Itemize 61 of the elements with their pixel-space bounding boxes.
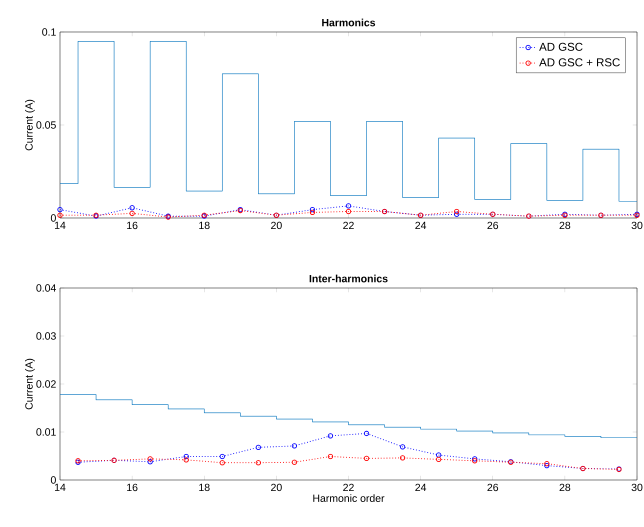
point [220, 454, 225, 460]
point [148, 456, 153, 462]
x-tick-label: 28 [560, 484, 570, 492]
point [256, 460, 261, 466]
x-tick-label: 16 [127, 222, 138, 230]
y-tick-label: 0 [50, 214, 56, 222]
y-tick-label: 0.01 [36, 428, 56, 436]
x-tick-label: 22 [343, 484, 354, 491]
y-axis-title: Current (A) [25, 100, 35, 150]
point [292, 443, 298, 449]
point [436, 452, 442, 458]
x-tick-label: 20 [271, 222, 282, 230]
y-tick-label: 0 [50, 476, 56, 484]
x-tick-label: 22 [343, 222, 354, 229]
y-tick-label: 0.02 [36, 380, 56, 388]
point [454, 208, 460, 214]
point [364, 456, 370, 462]
x-tick-label: 24 [415, 222, 426, 229]
x-tick-label: 18 [199, 222, 210, 230]
point [400, 455, 406, 461]
y-tick-label: 0.1 [42, 28, 56, 36]
point [346, 208, 352, 214]
x-tick-label: 20 [271, 484, 282, 492]
point [220, 460, 225, 466]
x-tick-label: 30 [632, 222, 642, 230]
point [129, 210, 135, 216]
legend-label: AD GSC + RSC [539, 58, 620, 66]
x-tick-label: 30 [632, 484, 642, 492]
x-tick-label: 14 [54, 222, 66, 229]
point [400, 444, 406, 450]
point [184, 457, 189, 462]
point [346, 203, 352, 209]
point [328, 433, 334, 438]
x-tick-label: 28 [560, 222, 570, 230]
x-tick-label: 18 [199, 484, 210, 492]
y-tick-label: 0.04 [36, 284, 56, 292]
x-tick-label: 26 [487, 484, 498, 492]
point [57, 206, 63, 212]
chart-title: Harmonics [322, 18, 376, 26]
x-tick-label: 26 [487, 222, 498, 230]
point [129, 205, 135, 210]
point [292, 460, 298, 465]
point [256, 444, 261, 450]
point [364, 430, 370, 436]
y-tick-label: 0.05 [36, 121, 56, 129]
point [310, 210, 316, 216]
x-axis-title: Harmonic order [313, 494, 384, 502]
point [454, 212, 460, 217]
chart-title: Inter-harmonics [310, 274, 388, 282]
legend-label: AD GSC [539, 42, 583, 51]
point [310, 206, 316, 212]
point [436, 456, 442, 462]
point [148, 459, 153, 464]
y-axis-title: Current (A) [25, 358, 35, 410]
x-tick-label: 14 [54, 484, 66, 491]
y-tick-label: 0.03 [36, 332, 56, 340]
point [184, 454, 189, 460]
point [57, 212, 63, 218]
point [328, 454, 334, 460]
x-tick-label: 24 [415, 484, 426, 491]
x-tick-label: 16 [127, 484, 138, 492]
